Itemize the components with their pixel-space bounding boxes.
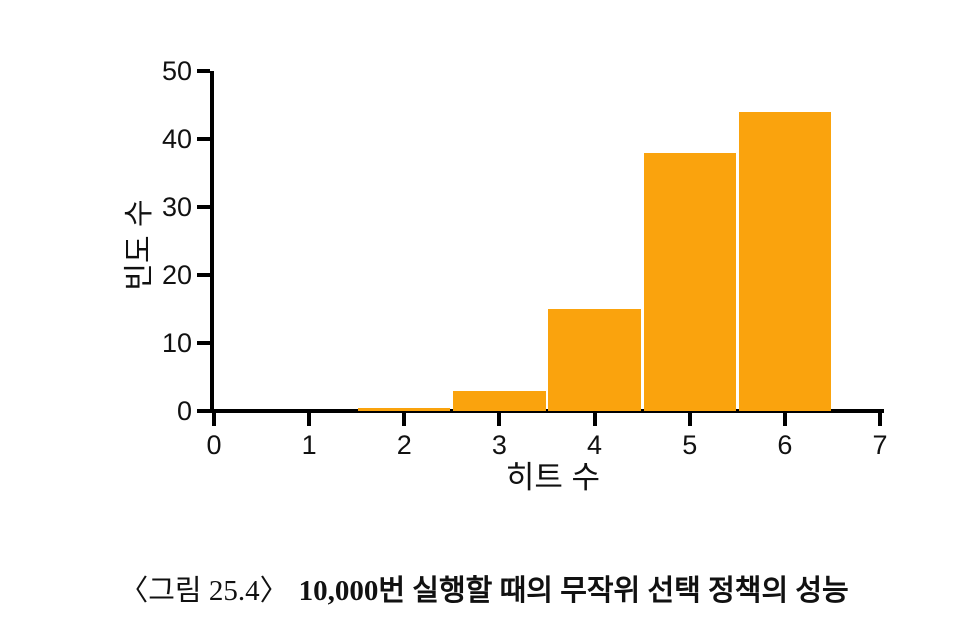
x-tick-mark-1: [307, 413, 312, 426]
x-tick-mark-7: [878, 413, 882, 426]
y-tick-label-30: 30: [161, 192, 192, 222]
x-axis-line: [210, 409, 884, 413]
caption-figure-number: 〈그림 25.4〉: [119, 575, 289, 607]
y-tick-label-50: 50: [161, 56, 192, 86]
x-tick-label-7: 7: [872, 430, 888, 460]
x-tick-label-4: 4: [587, 430, 603, 460]
figure-caption: 〈그림 25.4〉 10,000번 실행할 때의 무작위 선택 정책의 성능: [0, 570, 968, 612]
x-tick-label-2: 2: [396, 430, 412, 460]
bar-x6: [738, 111, 831, 411]
y-tick-mark-10: [197, 341, 210, 345]
y-tick-mark-0: [197, 409, 210, 413]
bar-x2: [358, 407, 451, 411]
y-axis-line: [210, 71, 214, 413]
x-tick-label-1: 1: [301, 430, 317, 460]
y-tick-mark-40: [197, 137, 210, 141]
y-tick-mark-50: [197, 69, 210, 73]
x-tick-label-6: 6: [777, 430, 793, 460]
bar-x5: [643, 152, 736, 411]
y-axis-label: 빈도 수: [123, 199, 156, 291]
caption-title: 10,000번 실행할 때의 무작위 선택 정책의 성능: [298, 575, 849, 607]
x-tick-label-5: 5: [682, 430, 698, 460]
y-tick-mark-30: [197, 205, 210, 209]
x-tick-mark-4: [592, 413, 597, 426]
x-tick-mark-6: [782, 413, 787, 426]
y-tick-label-0: 0: [176, 396, 192, 426]
y-tick-label-10: 10: [161, 328, 192, 358]
y-tick-label-40: 40: [161, 124, 192, 154]
x-tick-mark-5: [687, 413, 692, 426]
x-tick-label-3: 3: [491, 430, 507, 460]
bar-x3: [453, 390, 546, 411]
x-tick-mark-0: [212, 413, 216, 426]
plot-area: 히트 수 0 10 20 30 40 50 0 1 2 3 4 5 6 7: [162, 57, 888, 495]
bar-x4: [548, 309, 641, 411]
y-tick-label-20: 20: [161, 260, 192, 290]
x-axis-label: 히트 수: [505, 460, 601, 495]
x-tick-mark-3: [497, 413, 502, 426]
x-tick-mark-2: [402, 413, 407, 426]
y-tick-mark-20: [197, 273, 210, 277]
x-tick-label-0: 0: [206, 430, 222, 460]
